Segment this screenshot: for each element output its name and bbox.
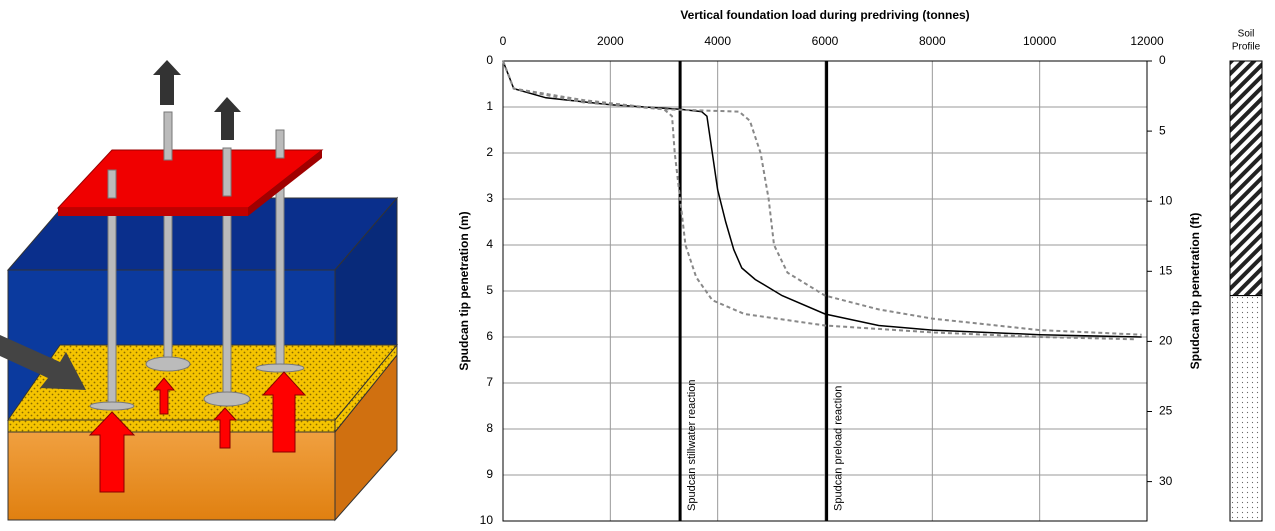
x-tick-label: 6000 xyxy=(812,34,839,48)
y-tick-label: 0 xyxy=(486,53,493,67)
y2-tick-label: 5 xyxy=(1159,123,1166,137)
reference-label: Spudcan preload reaction xyxy=(833,386,845,511)
y-axis-title: Spudcan tip penetration (m) xyxy=(457,211,471,370)
soil-profile-title: Soil xyxy=(1238,29,1255,40)
y-tick-label: 9 xyxy=(486,467,493,481)
soil-layer xyxy=(1230,61,1262,296)
y-tick-label: 2 xyxy=(486,145,493,159)
y-tick-label: 4 xyxy=(486,237,493,251)
soil-layer xyxy=(1230,296,1262,521)
y-tick-label: 5 xyxy=(486,283,493,297)
y2-tick-label: 15 xyxy=(1159,263,1173,277)
y-tick-label: 8 xyxy=(486,421,493,435)
y2-tick-label: 0 xyxy=(1159,53,1166,67)
soil-profile-title: Profile xyxy=(1232,42,1261,53)
x-tick-label: 10000 xyxy=(1023,34,1057,48)
x-tick-label: 12000 xyxy=(1130,34,1164,48)
x-tick-label: 0 xyxy=(500,34,507,48)
x-tick-label: 4000 xyxy=(704,34,731,48)
x-tick-label: 8000 xyxy=(919,34,946,48)
chart-title: Vertical foundation load during predrivi… xyxy=(680,8,969,22)
y2-axis-title: Spudcan tip penetration (ft) xyxy=(1188,213,1202,370)
y2-tick-label: 30 xyxy=(1159,474,1173,488)
y-tick-label: 3 xyxy=(486,191,493,205)
y-tick-label: 7 xyxy=(486,375,493,389)
y2-tick-label: 10 xyxy=(1159,193,1173,207)
y2-tick-label: 20 xyxy=(1159,334,1173,348)
y-tick-label: 1 xyxy=(486,99,493,113)
figure: Vertical foundation load during predrivi… xyxy=(0,0,1275,526)
y-tick-label: 6 xyxy=(486,329,493,343)
x-tick-label: 2000 xyxy=(597,34,624,48)
illustration xyxy=(0,60,397,520)
reference-label: Spudcan stillwater reaction xyxy=(686,380,698,511)
y2-tick-label: 25 xyxy=(1159,404,1173,418)
page: Vertical foundation load during predrivi… xyxy=(0,0,1275,531)
y-tick-label: 10 xyxy=(480,513,494,526)
